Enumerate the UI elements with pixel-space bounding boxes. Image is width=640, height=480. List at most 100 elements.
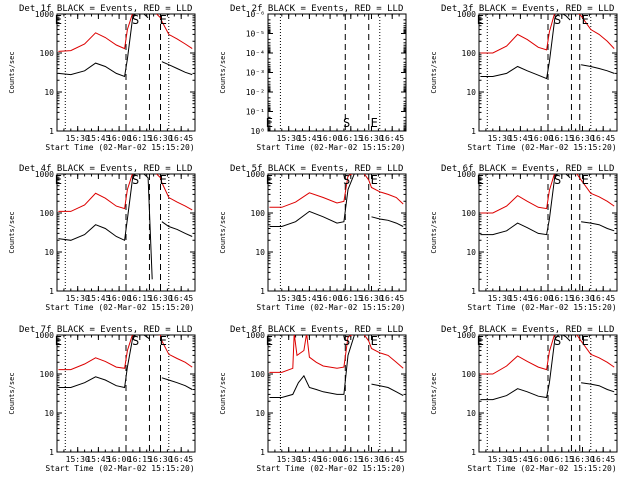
marker-S: S — [343, 116, 350, 130]
x-tick-label: 15:30 — [66, 455, 90, 464]
panel-det-2: Det 2f BLACK = Events, RED = LLD 10⁰ 10⁻¹ 1… — [219, 4, 407, 152]
x-tick-label: 16:45 — [591, 294, 615, 303]
series-group — [269, 335, 404, 398]
marker-S: S — [132, 13, 139, 27]
panel-title: Det 7f BLACK = Events, RED = LLD — [19, 325, 192, 335]
y-tick-label: 1 — [471, 287, 476, 296]
series-lld-line — [480, 174, 615, 214]
x-tick-label: 16:00 — [529, 294, 553, 303]
series-lld-line — [58, 14, 193, 52]
x-tick-label: 15:30 — [277, 134, 301, 143]
x-tick-label: 15:30 — [277, 455, 301, 464]
x-tick-label: 15:30 — [66, 134, 90, 143]
x-axis-label: Start Time (02-Mar-02 15:15:20) — [45, 303, 194, 312]
x-tick-label: 16:30 — [148, 294, 172, 303]
y-axis-label: Counts/sec — [219, 51, 227, 93]
marker-S: S — [554, 13, 561, 27]
y-tick-label: 10 — [44, 248, 54, 257]
x-tick-label: 16:30 — [570, 455, 594, 464]
panel-det-5: Det 5f BLACK = Events, RED = LLD 1 10 100 10… — [219, 164, 407, 312]
marker-S: S — [343, 334, 350, 348]
marker-E: E — [55, 334, 62, 348]
y-axis-label: Counts/sec — [8, 51, 16, 93]
x-tick-label: 16:00 — [529, 455, 553, 464]
x-axis-label: Start Time (02-Mar-02 15:15:20) — [467, 464, 616, 473]
x-tick-label: 15:45 — [86, 294, 110, 303]
y-axis-label: Counts/sec — [430, 372, 438, 414]
marker-E: E — [477, 173, 484, 187]
series-group — [58, 174, 193, 280]
x-tick-label: 16:00 — [107, 294, 131, 303]
panel-title: Det 3f BLACK = Events, RED = LLD — [441, 4, 614, 14]
marker-E: E — [582, 334, 589, 348]
y-axis-label: Counts/sec — [430, 51, 438, 93]
y-tick-label: 10⁻⁴ — [246, 49, 265, 58]
x-tick-label: 16:45 — [169, 134, 193, 143]
series-events-line — [269, 335, 404, 398]
marker-S: S — [132, 334, 139, 348]
y-tick-label: 1000 — [457, 10, 476, 19]
y-tick-label: 100 — [462, 49, 477, 58]
x-tick-label: 15:45 — [508, 294, 532, 303]
panel-title: Det 1f BLACK = Events, RED = LLD — [19, 4, 192, 14]
y-axis-label: Counts/sec — [219, 372, 227, 414]
x-tick-label: 16:45 — [380, 294, 404, 303]
y-tick-label: 1 — [471, 127, 476, 136]
y-tick-label: 10 — [466, 409, 476, 418]
series-group — [480, 174, 615, 236]
series-lld-line — [269, 174, 404, 208]
series-events-line — [480, 174, 615, 236]
panel-det-4: Det 4f BLACK = Events, RED = LLD 1 10 100 10… — [8, 164, 196, 312]
series-group — [480, 335, 615, 401]
y-tick-label: 10⁻⁶ — [246, 10, 265, 19]
x-tick-label: 15:45 — [297, 294, 321, 303]
series-events-line — [58, 335, 193, 390]
x-tick-label: 15:45 — [86, 455, 110, 464]
x-tick-label: 16:00 — [529, 134, 553, 143]
marker-S: S — [554, 173, 561, 187]
x-tick-label: 15:30 — [66, 294, 90, 303]
x-tick-label: 15:45 — [297, 455, 321, 464]
x-tick-label: 16:15 — [550, 134, 574, 143]
x-tick-label: 16:15 — [339, 294, 363, 303]
x-tick-label: 16:30 — [359, 455, 383, 464]
marker-S: S — [554, 334, 561, 348]
x-tick-label: 16:45 — [380, 134, 404, 143]
panel-det-9: Det 9f BLACK = Events, RED = LLD 1 10 100 10… — [430, 325, 618, 473]
x-tick-label: 16:45 — [380, 455, 404, 464]
y-tick-label: 10 — [44, 409, 54, 418]
y-tick-label: 1000 — [246, 331, 265, 340]
y-tick-label: 100 — [251, 370, 266, 379]
x-tick-label: 16:45 — [169, 455, 193, 464]
x-tick-label: 15:30 — [488, 455, 512, 464]
y-tick-label: 100 — [462, 370, 477, 379]
y-tick-label: 1 — [49, 127, 54, 136]
x-tick-label: 16:15 — [128, 134, 152, 143]
y-tick-label: 100 — [40, 370, 55, 379]
x-tick-label: 16:30 — [359, 294, 383, 303]
series-events-line — [269, 174, 404, 227]
marker-S: S — [132, 173, 139, 187]
y-tick-label: 1000 — [457, 331, 476, 340]
x-axis-label: Start Time (02-Mar-02 15:15:20) — [45, 464, 194, 473]
panel-title: Det 5f BLACK = Events, RED = LLD — [230, 164, 403, 174]
series-events-line — [480, 14, 615, 80]
y-tick-label: 10⁻³ — [246, 69, 265, 78]
x-tick-label: 16:30 — [148, 134, 172, 143]
marker-E: E — [266, 116, 273, 130]
series-events-line — [58, 14, 193, 78]
series-lld-line — [269, 335, 404, 373]
x-tick-label: 16:15 — [128, 294, 152, 303]
x-tick-label: 15:45 — [86, 134, 110, 143]
marker-E: E — [266, 334, 273, 348]
marker-E: E — [477, 13, 484, 27]
x-tick-label: 16:15 — [339, 455, 363, 464]
y-tick-label: 1 — [49, 448, 54, 457]
marker-E: E — [582, 13, 589, 27]
marker-E: E — [160, 173, 167, 187]
y-tick-label: 10 — [44, 88, 54, 97]
marker-E: E — [477, 334, 484, 348]
y-tick-label: 1000 — [35, 331, 54, 340]
y-tick-label: 10⁰ — [251, 127, 265, 136]
series-group — [58, 335, 193, 390]
